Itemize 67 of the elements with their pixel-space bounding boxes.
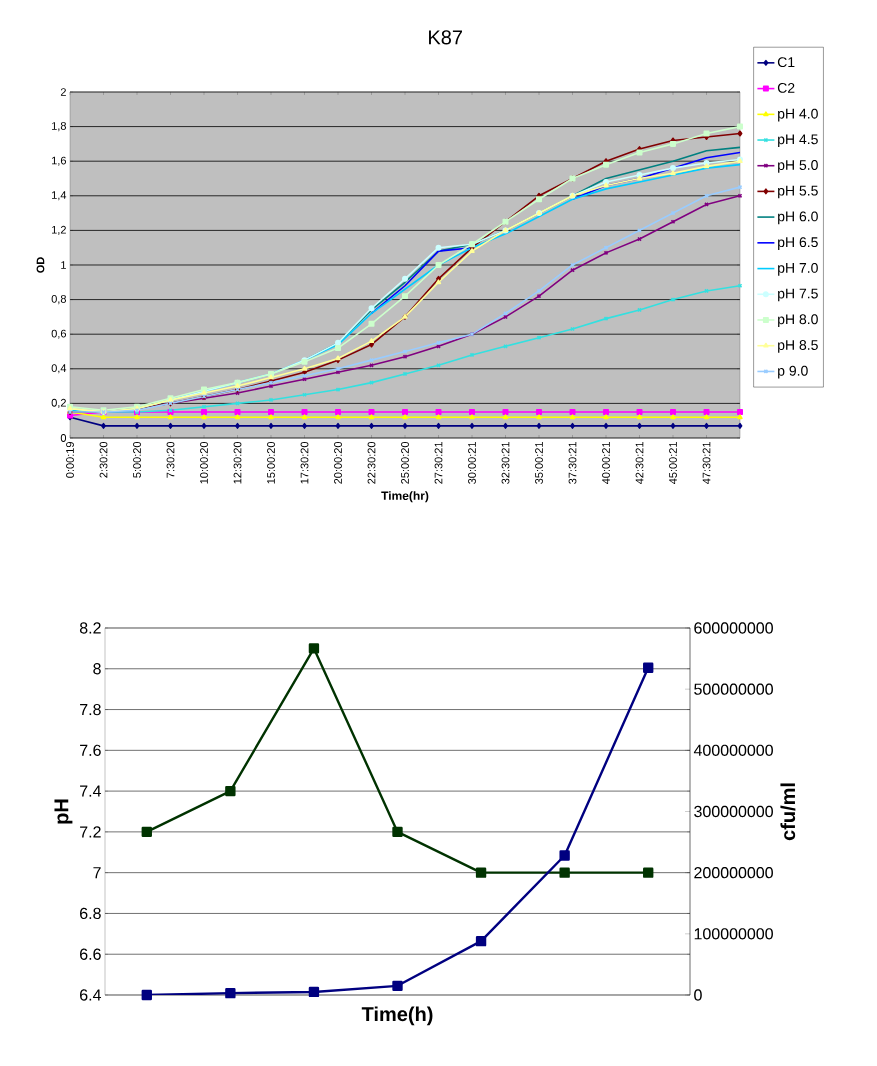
legend-label: pH 5.0 <box>778 160 818 173</box>
x-tick-label: 22:30:20 <box>367 441 376 484</box>
x-tick-label: 32:30:21 <box>501 442 510 484</box>
y-tick-label: 7.6 <box>80 744 101 756</box>
y-tick-label: 7.4 <box>80 785 102 797</box>
y2-tick-label: 500000000 <box>694 683 773 695</box>
y2-tick-label: 100000000 <box>694 928 773 940</box>
legend-label: pH 7.5 <box>778 288 818 302</box>
x-tick-label: 2:30:20 <box>99 441 108 478</box>
y-tick-label: 0,4 <box>51 364 67 374</box>
x-tick-label: 10:00:20 <box>200 441 208 484</box>
legend-label: pH 8.5 <box>778 340 818 353</box>
y-tick-label: 1,6 <box>52 156 66 166</box>
chart-title: K87 <box>429 30 462 45</box>
x-tick-label: 42:30:21 <box>635 442 644 485</box>
y-tick-label: 8 <box>93 663 101 675</box>
x-tick-label: 17:30:20 <box>300 441 309 484</box>
y-tick-label: 6.8 <box>80 907 101 920</box>
legend-label: C1 <box>777 57 795 68</box>
x-tick-label: 0:00:19 <box>66 442 74 478</box>
legend-label: pH 5.5 <box>778 185 818 199</box>
legend-label: pH 7.0 <box>778 262 818 276</box>
x-tick-label: 30:00:21 <box>468 442 476 484</box>
y-tick-label: 0,2 <box>51 398 66 408</box>
y2-tick-label: 0 <box>694 989 702 1001</box>
y-tick-label: 8.2 <box>79 622 101 634</box>
x-axis-title: Time(hr) <box>381 491 429 503</box>
x-tick-label: 27:30:21 <box>434 442 443 484</box>
x-tick-label: 45:00:21 <box>669 442 677 485</box>
x-tick-label: 7:30:20 <box>166 441 175 478</box>
x-tick-label: 35:00:21 <box>535 442 543 484</box>
x-tick-label: 15:00:20 <box>267 441 275 484</box>
y-tick-label: 0,8 <box>51 295 66 305</box>
legend-label: pH 6.0 <box>778 211 818 225</box>
y-axis-title: OD <box>36 257 45 273</box>
legend-label: pH 4.5 <box>778 134 818 148</box>
x-tick-label: 47:30:21 <box>702 442 711 485</box>
y-axis-title: pH <box>54 799 73 824</box>
legend-label: pH 8.0 <box>778 314 818 327</box>
y-tick-label: 0,6 <box>51 329 66 339</box>
y-tick-label: 6.4 <box>80 989 102 1001</box>
x-tick-label: 20:00:20 <box>334 441 342 484</box>
y2-tick-label: 600000000 <box>694 622 773 634</box>
x-axis-title: Time(h) <box>361 1006 433 1026</box>
y-tick-label: 7 <box>93 867 101 879</box>
x-tick-label: 40:00:21 <box>602 442 610 485</box>
legend-label: pH 4.0 <box>778 108 818 122</box>
x-tick-label: 12:30:20 <box>233 441 242 484</box>
x-tick-label: 5:00:20 <box>133 441 141 478</box>
legend-label: pH 6.5 <box>778 237 818 250</box>
legend-label: p 9.0 <box>778 365 808 379</box>
y2-tick-label: 300000000 <box>694 805 773 818</box>
x-tick-label: 37:30:21 <box>568 442 577 484</box>
y-tick-label: 1,2 <box>52 225 66 235</box>
y-tick-label: 7.2 <box>80 826 101 838</box>
y-tick-label: 1,8 <box>52 122 66 132</box>
legend-label: C2 <box>777 82 795 93</box>
y-tick-label: 0 <box>60 434 67 442</box>
y2-axis-title: cfu/ml <box>780 783 796 841</box>
y-tick-label: 1 <box>61 261 66 269</box>
y-tick-label: 6.6 <box>80 948 101 960</box>
y2-tick-label: 400000000 <box>693 744 773 756</box>
x-tick-label: 25:00:20 <box>401 441 409 484</box>
y-tick-label: 1,4 <box>52 191 67 201</box>
y-tick-label: 2 <box>60 88 66 96</box>
y2-tick-label: 200000000 <box>694 867 773 879</box>
y-tick-label: 7.8 <box>80 703 101 716</box>
